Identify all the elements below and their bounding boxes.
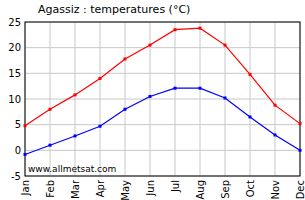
- grid-line: [25, 124, 300, 125]
- series-marker: [249, 73, 252, 76]
- y-tick-label: 20: [8, 42, 21, 53]
- series-marker: [174, 87, 177, 90]
- grid-line-x: [275, 22, 276, 176]
- grid-line-x: [175, 22, 176, 176]
- y-tick-label: -5: [11, 171, 21, 182]
- series-marker: [199, 87, 202, 90]
- series-group: [24, 27, 302, 156]
- grid-line: [25, 150, 300, 151]
- x-tick-label: Oct: [245, 180, 256, 197]
- grid: [25, 22, 300, 176]
- series-line: [25, 28, 300, 126]
- y-tick-label: 15: [8, 68, 21, 79]
- series-marker: [149, 95, 152, 98]
- series-marker: [49, 144, 52, 147]
- series-marker: [299, 122, 302, 125]
- x-tick-label: May: [120, 180, 131, 200]
- series-marker: [99, 77, 102, 80]
- grid-line: [25, 47, 300, 48]
- x-tick-label: Aug: [195, 180, 206, 200]
- series-marker: [224, 96, 227, 99]
- series-marker: [24, 153, 27, 156]
- y-tick-label: 25: [8, 17, 21, 28]
- series-marker: [124, 108, 127, 111]
- series-marker: [74, 134, 77, 137]
- grid-line-x: [100, 22, 101, 176]
- grid-line-x: [75, 22, 76, 176]
- x-tick-label: Sep: [220, 180, 231, 199]
- x-tick-label: Feb: [45, 180, 56, 198]
- series-marker: [224, 44, 227, 47]
- x-tick-label: Nov: [270, 180, 281, 200]
- chart: Agassiz : temperatures (°C) -5 0 5 10 15 20 25 J…: [0, 0, 305, 200]
- y-tick-label: 10: [8, 94, 21, 105]
- grid-line-x: [225, 22, 226, 176]
- grid-line: [25, 73, 300, 74]
- y-tick-label: 0: [15, 145, 21, 156]
- plot-frame: [25, 22, 300, 176]
- series-marker: [174, 28, 177, 31]
- x-tick-label: Apr: [95, 179, 106, 197]
- grid-line-x: [200, 22, 201, 176]
- grid-line-x: [150, 22, 151, 176]
- series-marker: [24, 124, 27, 127]
- series-marker: [49, 108, 52, 111]
- x-tick-label: Jul: [170, 180, 181, 193]
- y-tick-label: 5: [15, 119, 21, 130]
- series-marker: [274, 133, 277, 136]
- title: Agassiz : temperatures (°C): [38, 3, 190, 16]
- series-marker: [274, 104, 277, 107]
- watermark: www.allmetsat.com: [28, 164, 116, 174]
- series-marker: [249, 115, 252, 118]
- series-marker: [199, 27, 202, 30]
- x-tick-label: Mar: [70, 179, 81, 199]
- grid-line-x: [250, 22, 251, 176]
- x-tick-label: Dec: [295, 180, 305, 199]
- x-tick-label: Jan: [20, 180, 31, 196]
- series-marker: [299, 149, 302, 152]
- series-marker: [99, 125, 102, 128]
- grid-line-x: [50, 22, 51, 176]
- x-tick-label: Jun: [145, 180, 156, 197]
- series-marker: [74, 93, 77, 96]
- chart-root: Agassiz : temperatures (°C) -5 0 5 10 15 20 25 J…: [0, 0, 305, 200]
- series-marker: [124, 57, 127, 60]
- grid-line-x: [125, 22, 126, 176]
- series-marker: [149, 44, 152, 47]
- series-line: [25, 88, 300, 154]
